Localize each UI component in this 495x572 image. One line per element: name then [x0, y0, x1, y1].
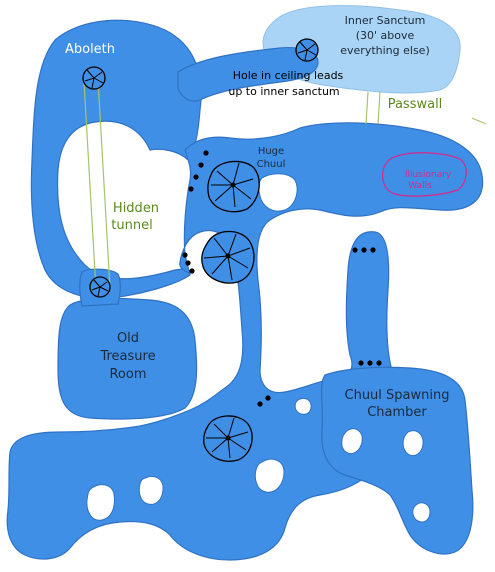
pillar — [254, 458, 285, 493]
spawning-chamber-label-1: Chuul Spawning — [345, 388, 450, 403]
pillar — [258, 173, 298, 212]
door-dots-icon — [352, 247, 376, 253]
chuul-icon — [207, 160, 260, 213]
pillars — [86, 173, 431, 523]
water-region — [6, 19, 484, 561]
old-treasure-label-3: Room — [109, 367, 146, 382]
chuul-icon — [203, 415, 253, 462]
old-treasure-room — [57, 297, 198, 420]
pillar — [86, 484, 115, 521]
passwall-line — [365, 91, 369, 125]
pillar — [341, 428, 363, 455]
hole-label-1: Hole in ceiling leads — [233, 69, 344, 82]
whirlpool-icon — [295, 38, 319, 62]
illusionary-walls-outline — [382, 152, 467, 197]
spawning-chamber — [320, 366, 474, 555]
door-dots-icon — [188, 150, 209, 192]
aboleth-lair — [30, 19, 202, 299]
pillar — [402, 430, 424, 457]
whirlpool-icon — [89, 276, 111, 298]
old-treasure-label-2: Treasure — [99, 349, 155, 364]
hidden-tunnel-label-2: tunnel — [111, 218, 152, 233]
pillar — [138, 476, 164, 505]
illusionary-label-2: Walls — [408, 181, 432, 191]
chuul-icon — [201, 230, 255, 284]
pillar — [294, 397, 312, 415]
passwall-line — [377, 91, 381, 125]
inner-sanctum-label-2: (30' above — [356, 29, 415, 42]
door-dots-icon — [358, 360, 382, 366]
hidden-tunnel-line — [97, 79, 111, 289]
hole-label-2: up to inner sanctum — [228, 85, 339, 98]
hidden-tunnel-line — [83, 81, 97, 291]
sanctum-hole-passage — [177, 47, 319, 102]
inner-sanctum-label-3: everything else) — [340, 44, 429, 57]
old-treasure-label-1: Old — [117, 331, 139, 346]
door-dots-icon — [257, 395, 271, 407]
pillar — [412, 502, 431, 523]
passwall-line — [471, 117, 487, 125]
whirlpool-icon — [82, 66, 106, 90]
aboleth-label: Aboleth — [65, 42, 115, 57]
inner-sanctum-label-1: Inner Sanctum — [345, 14, 426, 27]
door-dots-icon — [182, 252, 195, 274]
spawning-chamber-label-2: Chamber — [367, 405, 427, 420]
illusionary-label-1: Illusionary — [405, 170, 452, 180]
hidden-tunnel-label-1: Hidden — [113, 201, 159, 216]
huge-chuul-label-1: Huge — [258, 146, 284, 157]
passwall-label: Passwall — [388, 97, 443, 112]
huge-chuul-label-2: Chuul — [257, 159, 286, 170]
